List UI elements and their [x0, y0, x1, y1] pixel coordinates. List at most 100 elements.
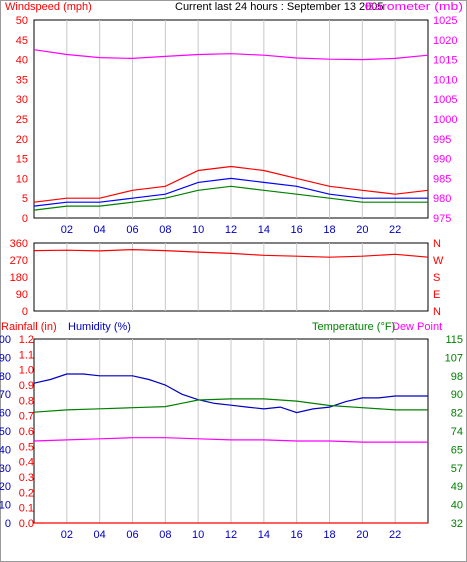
barometer-tick-label: 980 [433, 193, 451, 205]
temperature-tick-label: 57 [451, 463, 463, 475]
rainfall-axis-label: Rainfall (in) [1, 321, 57, 333]
hour-tick-label: 14 [258, 224, 270, 236]
barometer-tick-label: 1010 [433, 74, 457, 86]
weather-series-line-3 [33, 437, 428, 443]
hour-tick-label: 02 [61, 224, 73, 236]
rainfall-tick-label: 0.8 [19, 395, 34, 407]
humidity-tick-label: 50 [0, 426, 11, 438]
hour-tick-label: 22 [389, 529, 401, 541]
wind-series-line-3 [33, 177, 428, 207]
humidity-tick-label: 20 [0, 481, 11, 493]
windspeed-axis-label: Windspeed (mph) [5, 1, 92, 13]
wind-direction-tick-label: 0 [22, 306, 28, 318]
temperature-tick-label: 40 [451, 500, 463, 512]
wind-direction-tick-label: 270 [10, 255, 28, 267]
temperature-tick-label: 98 [451, 371, 463, 383]
windspeed-tick-label: 5 [22, 193, 28, 205]
wind-series-line-4 [33, 185, 428, 211]
rainfall-tick-label: 0.0 [19, 518, 34, 530]
hour-tick-label: 12 [225, 529, 237, 541]
compass-tick-label: N [433, 306, 441, 318]
hour-tick-label: 10 [192, 529, 204, 541]
wind-direction-line [33, 248, 429, 258]
barometer-tick-label: 1025 [433, 15, 457, 27]
temperature-tick-label: 82 [451, 408, 463, 420]
hour-tick-label: 22 [389, 224, 401, 236]
humidity-tick-label: 100 [0, 334, 11, 346]
humidity-axis-label: Humidity (%) [68, 321, 131, 333]
humidity-tick-label: 10 [0, 500, 11, 512]
humidity-tick-label: 60 [0, 408, 11, 420]
rainfall-tick-label: 0.2 [19, 487, 34, 499]
weather-series-line-1 [33, 373, 428, 414]
humidity-tick-label: 80 [0, 371, 11, 383]
wind-direction-tick-label: 90 [16, 289, 28, 301]
hour-tick-label: 16 [291, 224, 303, 236]
chart-title: Current last 24 hours : September 13 200… [175, 1, 384, 13]
barometer-axis-label: Barometer (mb) [365, 1, 463, 13]
hour-tick-label: 02 [61, 529, 73, 541]
barometer-tick-label: 1000 [433, 114, 457, 126]
hour-tick-label: 04 [94, 529, 106, 541]
wind-series-line-2 [33, 165, 429, 203]
hour-tick-label: 18 [323, 224, 335, 236]
hour-tick-label: 08 [159, 224, 171, 236]
windspeed-tick-label: 10 [16, 173, 28, 185]
humidity-tick-label: 30 [0, 463, 11, 475]
windspeed-tick-label: 15 [16, 154, 28, 166]
barometer-tick-label: 1020 [433, 35, 457, 47]
hour-tick-label: 20 [356, 529, 368, 541]
rainfall-tick-label: 0.7 [19, 411, 34, 423]
temperature-tick-label: 90 [451, 389, 463, 401]
hour-tick-label: 20 [356, 224, 368, 236]
rainfall-tick-label: 0.6 [19, 426, 34, 438]
windspeed-tick-label: 30 [16, 94, 28, 106]
windspeed-tick-label: 35 [16, 74, 28, 86]
temperature-tick-label: 32 [451, 518, 463, 530]
barometer-tick-label: 985 [433, 173, 451, 185]
hour-tick-label: 12 [225, 224, 237, 236]
hour-tick-label: 18 [323, 529, 335, 541]
rainfall-tick-label: 1.2 [19, 334, 34, 346]
barometer-tick-label: 1015 [433, 55, 457, 67]
temperature-tick-label: 107 [445, 352, 463, 364]
temperature-tick-label: 49 [451, 481, 463, 493]
barometer-tick-label: 975 [433, 213, 451, 225]
hour-tick-label: 08 [159, 529, 171, 541]
hour-tick-label: 06 [126, 529, 138, 541]
weather-series-line-2 [33, 398, 428, 413]
rainfall-tick-label: 0.3 [19, 472, 34, 484]
compass-tick-label: W [433, 255, 444, 267]
barometer-tick-label: 990 [433, 154, 451, 166]
rainfall-tick-label: 0.4 [19, 457, 34, 469]
humidity-tick-label: 70 [0, 389, 11, 401]
temperature-tick-label: 74 [451, 426, 463, 438]
hour-tick-label: 04 [94, 224, 106, 236]
temperature-tick-label: 65 [451, 444, 463, 456]
hour-tick-label: 16 [291, 529, 303, 541]
hour-tick-label: 14 [258, 529, 270, 541]
compass-tick-label: E [433, 289, 440, 301]
temperature-tick-label: 115 [445, 334, 463, 346]
rainfall-tick-label: 0.5 [19, 441, 34, 453]
wind-direction-tick-label: 360 [10, 238, 28, 250]
hour-tick-label: 06 [126, 224, 138, 236]
dewpoint-axis-label: Dew Point [392, 321, 442, 333]
wind-direction-tick-label: 180 [10, 272, 28, 284]
windspeed-tick-label: 40 [16, 55, 28, 67]
barometer-tick-label: 995 [433, 134, 451, 146]
humidity-tick-label: 0 [5, 518, 11, 530]
rainfall-tick-label: 0.9 [19, 380, 34, 392]
windspeed-tick-label: 50 [16, 15, 28, 27]
compass-tick-label: S [433, 272, 440, 284]
windspeed-tick-label: 0 [22, 213, 28, 225]
humidity-tick-label: 90 [0, 352, 11, 364]
humidity-tick-label: 40 [0, 444, 11, 456]
wind-series-line-1 [33, 49, 429, 61]
hour-tick-label: 10 [192, 224, 204, 236]
windspeed-tick-label: 25 [16, 114, 28, 126]
windspeed-tick-label: 20 [16, 134, 28, 146]
temperature-axis-label: Temperature (°F) [312, 321, 395, 333]
rainfall-tick-label: 0.1 [19, 503, 34, 515]
